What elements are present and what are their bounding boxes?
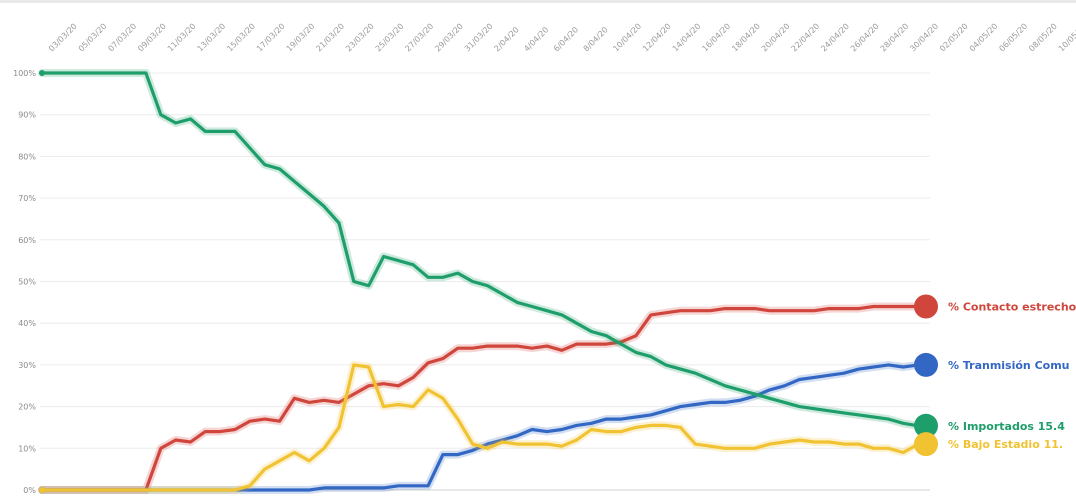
x-tick-label: 21/03/20 — [314, 22, 346, 54]
x-tick-label: 14/04/20 — [671, 22, 703, 54]
x-tick-label: 15/03/20 — [225, 22, 257, 54]
x-tick-label: 8/04/20 — [582, 25, 610, 53]
x-tick-label: 24/04/20 — [819, 22, 851, 54]
y-tick-label: 0% — [23, 486, 36, 495]
y-tick-label: 30% — [18, 361, 36, 370]
y-tick-label: 100% — [13, 69, 36, 78]
grid-lines — [40, 72, 930, 491]
series-end-label: % Tranmisión Comu — [948, 359, 1070, 372]
x-tick-label: 16/04/20 — [700, 22, 732, 54]
x-tick-label: 31/03/20 — [463, 22, 495, 54]
x-axis: 03/03/2005/03/2007/03/2009/03/2011/03/20… — [47, 22, 1076, 54]
y-tick-label: 20% — [18, 403, 36, 412]
y-tick-label: 10% — [18, 444, 36, 453]
x-tick-label: 04/05/20 — [968, 22, 1000, 54]
series-start-point — [39, 487, 45, 493]
x-tick-label: 12/04/20 — [641, 22, 673, 54]
x-tick-label: 29/03/20 — [433, 22, 465, 54]
x-tick-label: 08/05/20 — [1027, 22, 1059, 54]
x-tick-label: 06/05/20 — [997, 22, 1029, 54]
series-line-glow — [38, 302, 923, 494]
y-tick-label: 70% — [18, 194, 36, 203]
series-layer — [38, 69, 923, 494]
x-tick-label: 4/04/20 — [522, 25, 550, 53]
x-tick-label: 27/03/20 — [403, 22, 435, 54]
series-end-label: % Bajo Estadio 11. — [948, 438, 1063, 451]
x-tick-label: 11/03/20 — [166, 22, 198, 54]
x-tick-label: 26/04/20 — [849, 22, 881, 54]
x-tick-label: 6/04/20 — [552, 25, 580, 53]
x-tick-label: 09/03/20 — [136, 22, 168, 54]
end-markers: % Contacto estrecho % Tranmisión Comu % Im… — [914, 294, 1076, 457]
y-tick-label: 80% — [18, 152, 36, 161]
y-tick-label: 50% — [18, 278, 36, 287]
series-end-marker — [914, 432, 938, 457]
series-line — [40, 363, 920, 492]
x-tick-label: 23/03/20 — [344, 22, 376, 54]
x-tick-label: 07/03/20 — [106, 22, 138, 54]
series-end-label: % Contacto estrecho — [948, 301, 1076, 314]
series-end-marker — [914, 352, 938, 377]
y-axis: 0% 10% 20% 30% 40% 50% 60% 70% 80% 90% 100% — [13, 69, 36, 495]
x-tick-label: 19/03/20 — [285, 22, 317, 54]
x-tick-label: 10/05/20 — [1057, 22, 1076, 54]
x-tick-label: 13/03/20 — [196, 22, 228, 54]
series-line-glow — [38, 69, 923, 430]
series-end-marker — [914, 413, 938, 438]
x-tick-label: 10/04/20 — [611, 22, 643, 54]
series-line — [40, 304, 920, 492]
series-end-label: % Importados 15.4 — [948, 420, 1065, 433]
x-tick-label: 02/05/20 — [938, 22, 970, 54]
x-tick-label: 30/04/20 — [908, 22, 940, 54]
x-tick-label: 20/04/20 — [760, 22, 792, 54]
x-tick-label: 17/03/20 — [255, 22, 287, 54]
y-tick-label: 60% — [18, 236, 36, 245]
x-tick-label: 03/03/20 — [47, 22, 79, 54]
series-line — [40, 363, 920, 492]
x-tick-label: 22/04/20 — [790, 22, 822, 54]
series-end-marker — [914, 294, 938, 319]
top-border — [0, 0, 1076, 3]
x-tick-label: 05/03/20 — [77, 22, 109, 54]
series-line — [40, 71, 920, 428]
x-tick-label: 18/04/20 — [730, 22, 762, 54]
y-tick-label: 90% — [18, 111, 36, 120]
x-tick-label: 25/03/20 — [374, 22, 406, 54]
x-tick-label: 28/04/20 — [879, 22, 911, 54]
series-start-point — [39, 70, 45, 76]
x-tick-label: 2/04/20 — [493, 25, 521, 53]
y-tick-label: 40% — [18, 319, 36, 328]
